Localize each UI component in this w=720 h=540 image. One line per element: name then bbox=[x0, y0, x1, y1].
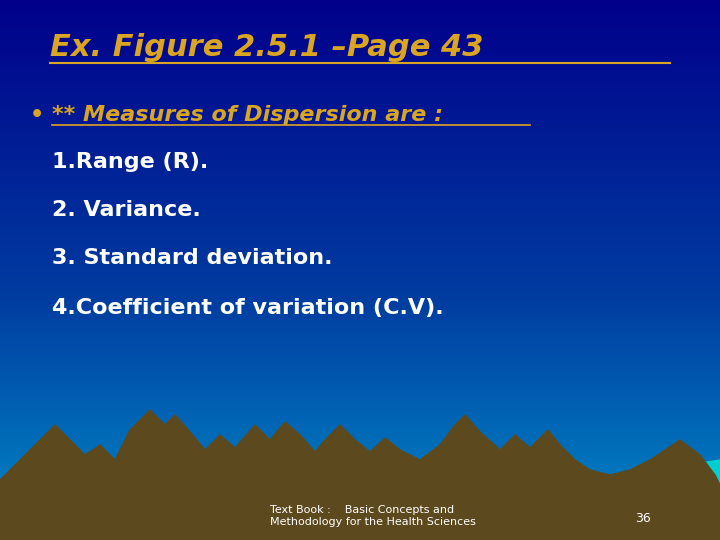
Text: 36: 36 bbox=[635, 511, 651, 524]
Text: •: • bbox=[30, 105, 44, 125]
Text: 2. Variance.: 2. Variance. bbox=[52, 200, 201, 220]
Text: 3. Standard deviation.: 3. Standard deviation. bbox=[52, 248, 333, 268]
Text: Ex. Figure 2.5.1 –Page 43: Ex. Figure 2.5.1 –Page 43 bbox=[50, 33, 484, 63]
Text: Text Book :    Basic Concepts and: Text Book : Basic Concepts and bbox=[270, 505, 454, 515]
Text: Methodology for the Health Sciences: Methodology for the Health Sciences bbox=[270, 517, 476, 527]
Text: 1.Range (R).: 1.Range (R). bbox=[52, 152, 208, 172]
Polygon shape bbox=[0, 410, 720, 540]
Text: ** Measures of Dispersion are :: ** Measures of Dispersion are : bbox=[52, 105, 443, 125]
Polygon shape bbox=[590, 460, 720, 540]
Text: 4.Coefficient of variation (C.V).: 4.Coefficient of variation (C.V). bbox=[52, 298, 444, 318]
